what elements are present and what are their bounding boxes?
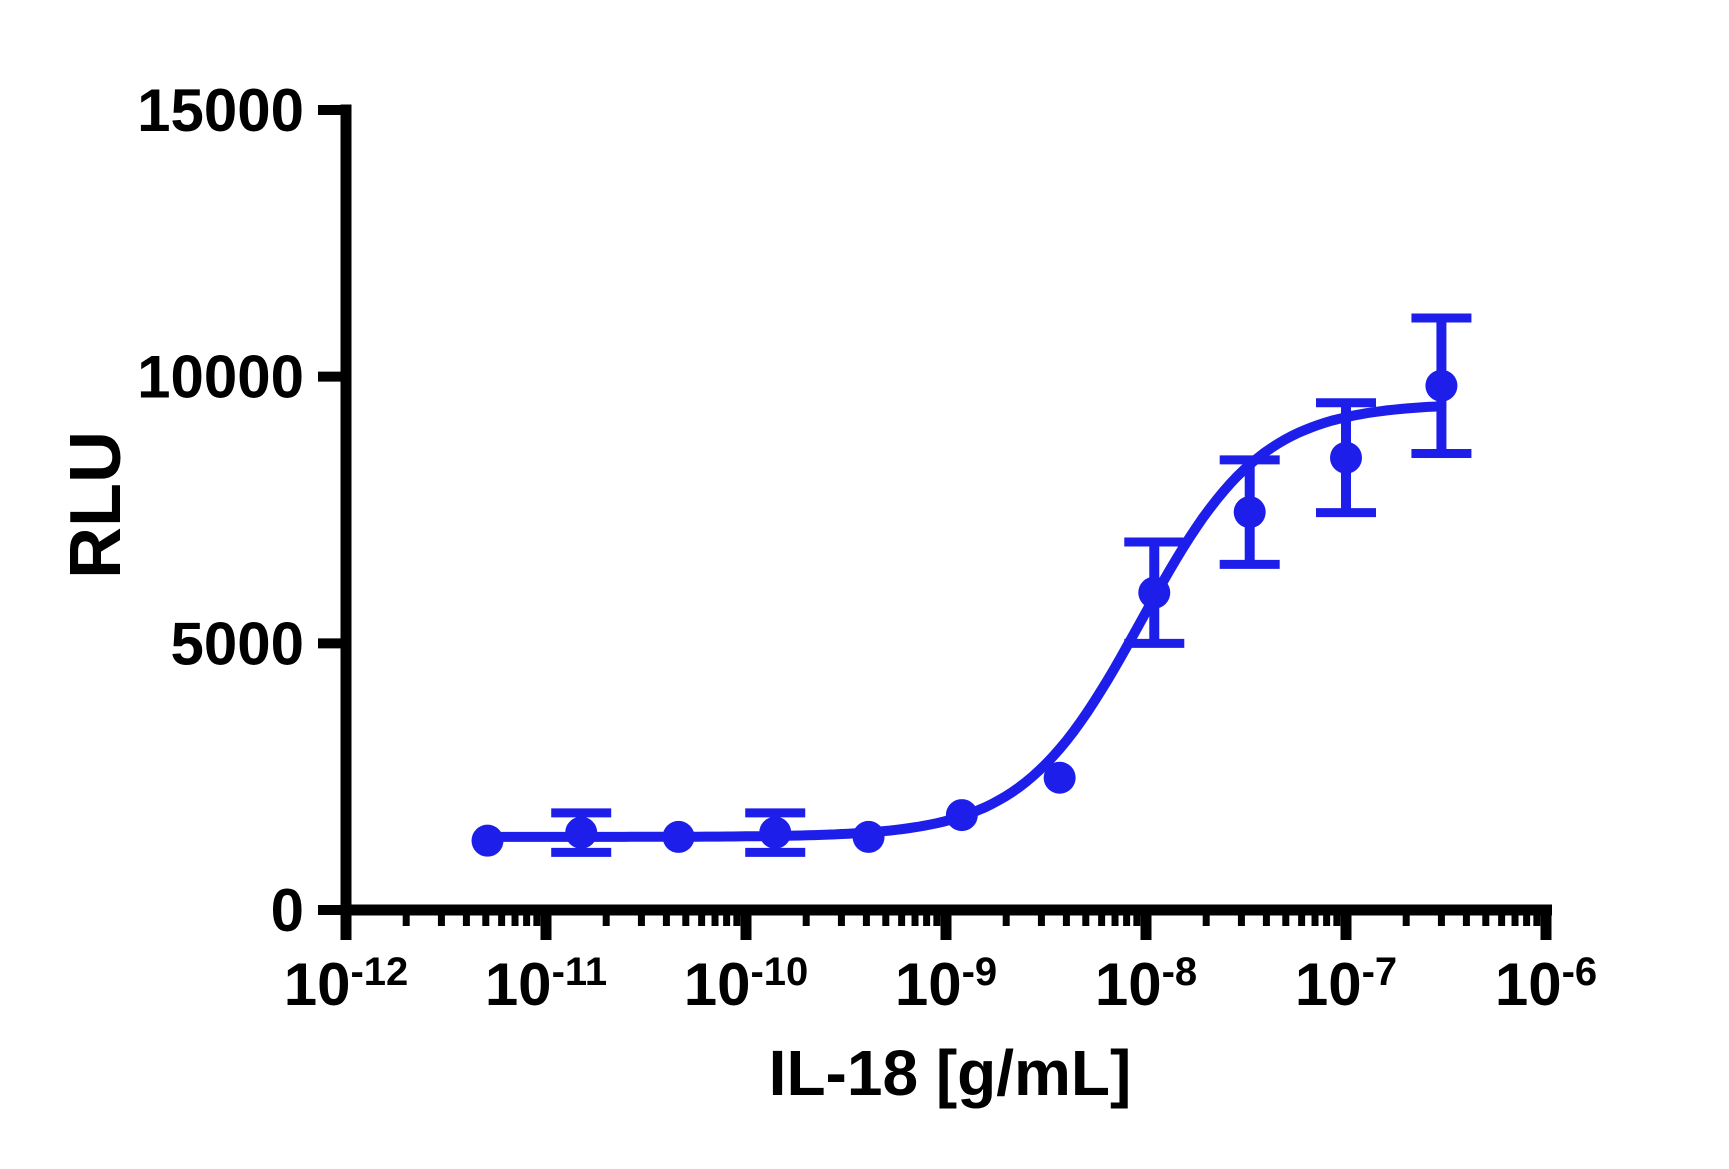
fit-curve (482, 401, 1447, 842)
x-tick-label: 10-9 (895, 950, 997, 1018)
data-point-marker (1425, 369, 1458, 402)
data-point-marker (852, 820, 885, 853)
x-tick-label: 10-7 (1295, 950, 1397, 1018)
data-point-marker (471, 824, 504, 857)
x-axis-title: IL-18 [g/mL] (769, 1037, 1132, 1109)
data-layer (471, 313, 1472, 857)
x-tick-label: 10-11 (485, 950, 607, 1018)
y-tick-label: 0 (271, 877, 304, 944)
axes-layer: 0 5000 10000 15000 10-12 10-11 10-10 10-9 10-8 10… (137, 77, 1597, 1018)
data-point-marker (1330, 441, 1362, 474)
data-point-marker (1233, 496, 1266, 529)
y-tick-label: 10000 (137, 344, 304, 411)
data-point-marker (1043, 761, 1076, 794)
data-point-marker (662, 820, 695, 853)
data-point-marker (759, 816, 792, 849)
x-tick-label: 10-8 (1095, 950, 1197, 1018)
y-tick-label: 15000 (137, 77, 304, 144)
x-tick-label: 10-6 (1495, 950, 1597, 1018)
y-tick-label: 5000 (171, 610, 304, 677)
data-point-marker (945, 799, 978, 832)
x-tick-label: 10-10 (684, 950, 809, 1018)
y-axis-title: RLU (56, 431, 136, 579)
data-point-marker (565, 816, 598, 849)
data-point-marker (1138, 576, 1171, 609)
x-tick-label: 10-12 (284, 950, 409, 1018)
